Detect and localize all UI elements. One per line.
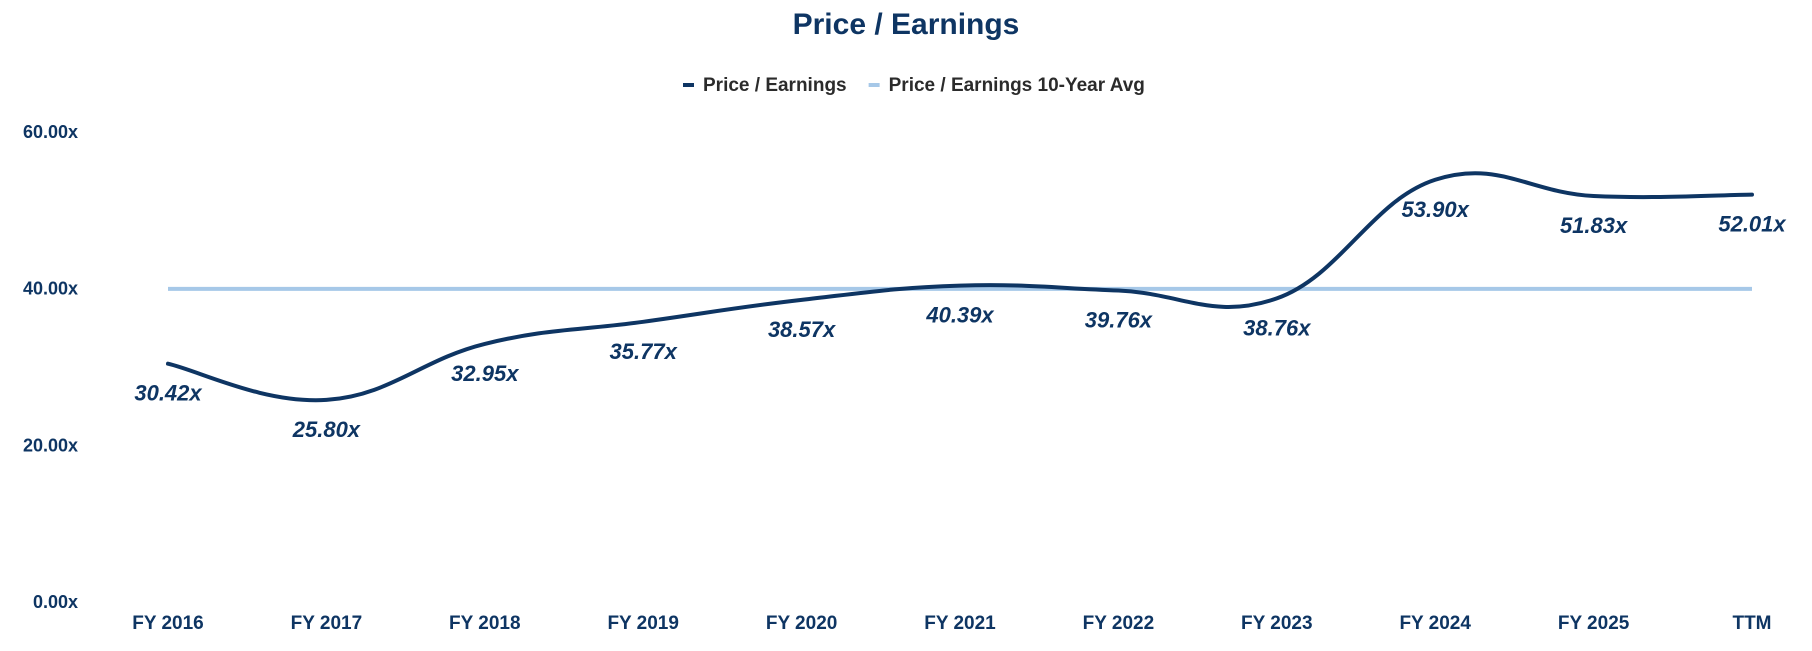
legend: Price / Earnings Price / Earnings 10-Year… (683, 75, 1145, 96)
x-tick-label: TTM (1732, 613, 1771, 634)
data-label: 25.80x (292, 417, 361, 442)
x-tick-label: FY 2024 (1399, 613, 1471, 634)
y-tick-label: 40.00x (23, 279, 78, 299)
data-label: 38.76x (1243, 315, 1311, 340)
x-tick-label: FY 2019 (607, 613, 678, 634)
legend-label: Price / Earnings 10-Year Avg (889, 75, 1145, 96)
x-tick-label: FY 2025 (1558, 613, 1630, 634)
data-label: 30.42x (134, 381, 202, 406)
data-label: 52.01x (1718, 212, 1786, 237)
data-label: 35.77x (610, 339, 678, 364)
x-tick-label: FY 2016 (132, 613, 203, 634)
x-tick-label: FY 2023 (1241, 613, 1312, 634)
data-label: 53.90x (1402, 197, 1470, 222)
y-tick-label: 0.00x (33, 592, 78, 612)
legend-label: Price / Earnings (703, 75, 847, 96)
x-axis: FY 2016 FY 2017 FY 2018 FY 2019 FY 2020 FY 20… (132, 613, 1771, 634)
x-tick-label: FY 2017 (291, 613, 362, 634)
x-tick-label: FY 2022 (1083, 613, 1154, 634)
y-tick-label: 20.00x (23, 435, 78, 455)
data-labels: 30.42x 25.80x 32.95x 35.77x 38.57x 40.39x 39.7… (134, 197, 1786, 442)
series-layer (166, 171, 1754, 403)
data-label: 39.76x (1085, 308, 1153, 333)
chart-title: Price / Earnings (792, 8, 1020, 41)
legend-swatch (868, 83, 880, 87)
data-label: 40.39x (925, 303, 994, 328)
x-tick-label: FY 2021 (924, 613, 996, 634)
legend-swatch (683, 83, 694, 87)
data-label: 32.95x (451, 361, 519, 386)
data-label: 51.83x (1560, 213, 1628, 238)
x-tick-label: FY 2018 (449, 613, 520, 634)
data-label: 38.57x (768, 317, 836, 342)
series-line-price-earnings (166, 171, 1754, 403)
y-axis: 0.00x 20.00x 40.00x 60.00x (23, 122, 78, 612)
y-tick-label: 60.00x (23, 122, 78, 142)
x-tick-label: FY 2020 (766, 613, 837, 634)
